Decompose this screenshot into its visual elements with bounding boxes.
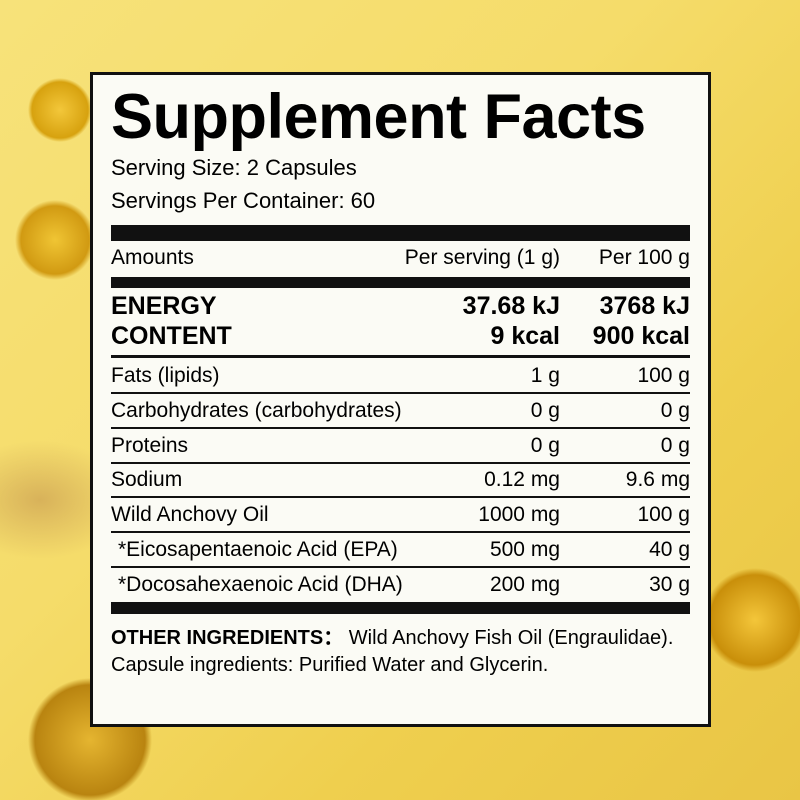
- nutrient-row: Sodium 0.12 mg 9.6 mg: [111, 463, 690, 497]
- per-serving-value: 0.12 mg: [484, 468, 560, 492]
- per-serving-header: Per serving (1 g): [404, 246, 560, 269]
- energy-kcal-100g: 900 kcal: [592, 322, 690, 350]
- energy-kcal-row: CONTENT 9 kcal 900 kcal: [111, 321, 690, 351]
- title: Supplement Facts: [111, 82, 646, 152]
- per-100g-value: 0 g: [660, 398, 690, 422]
- per-100g-value: 100 g: [637, 364, 690, 387]
- nutrient-row: Fats (lipids) 1 g 100 g: [111, 359, 690, 393]
- supplement-facts-panel: Supplement Facts Serving Size: 2 Capsule…: [90, 72, 711, 727]
- divider: [111, 461, 690, 464]
- nutrient-name: Proteins: [111, 433, 189, 457]
- per-100g-value: 9.6 mg: [625, 468, 690, 492]
- column-header-row: Amounts Per serving (1 g) Per 100 g: [111, 241, 690, 275]
- nutrient-name: Carbohydrates (carbohydrates): [111, 398, 402, 422]
- per-100g-value: 30 g: [649, 572, 690, 596]
- nutrient-name: Wild Anchovy Oil: [111, 503, 269, 527]
- nutrient-row: Wild Anchovy Oil 1000 mg 100 g: [111, 498, 690, 532]
- energy-kj-100g: 3768 kJ: [599, 292, 690, 320]
- divider: [111, 426, 690, 429]
- per-serving-value: 200 mg: [489, 572, 560, 596]
- nutrient-name: Fats (lipids): [111, 364, 220, 387]
- amounts-header: Amounts: [111, 246, 194, 269]
- per-100g-value: 0 g: [660, 433, 690, 457]
- servings-per-container: Servings Per Container: 60: [111, 188, 376, 213]
- per-100g-value: 100 g: [637, 503, 690, 527]
- nutrient-row: Carbohydrates (carbohydrates) 0 g 0 g: [111, 394, 690, 428]
- divider-thick: [111, 225, 690, 241]
- divider-thick: [111, 277, 690, 288]
- serving-size: Serving Size: 2 Capsules: [111, 155, 357, 180]
- energy-kcal-serving: 9 kcal: [490, 322, 560, 350]
- per-serving-value: 500 mg: [489, 538, 560, 561]
- divider: [111, 531, 690, 534]
- capsule-ingredients: Capsule ingredients: Purified Water and …: [111, 654, 549, 676]
- nutrient-row: *Eicosapentaenoic Acid (EPA) 500 mg 40 g: [111, 533, 690, 567]
- per-serving-value: 1000 mg: [478, 503, 560, 527]
- energy-kj-row: ENERGY 37.68 kJ 3768 kJ: [111, 291, 690, 321]
- per-serving-value: 0 g: [530, 433, 560, 457]
- other-ingredients-text: Wild Anchovy Fish Oil (Engraulidae).: [343, 627, 674, 649]
- nutrient-row: Proteins 0 g 0 g: [111, 429, 690, 463]
- divider: [111, 355, 690, 358]
- divider: [111, 496, 690, 499]
- nutrient-name: *Docosahexaenoic Acid (DHA): [118, 572, 403, 596]
- nutrient-name: *Eicosapentaenoic Acid (EPA): [118, 538, 398, 561]
- divider: [111, 392, 690, 394]
- per-100g-header: Per 100 g: [598, 246, 690, 269]
- per-serving-value: 0 g: [530, 398, 560, 422]
- energy-label: ENERGY: [111, 292, 217, 320]
- divider-thick: [111, 602, 690, 614]
- other-ingredients-label: OTHER INGREDIENTS：: [111, 627, 344, 649]
- energy-kj-serving: 37.68 kJ: [462, 292, 560, 320]
- content-label: CONTENT: [111, 322, 232, 350]
- divider: [111, 566, 690, 568]
- per-100g-value: 40 g: [649, 538, 690, 561]
- other-ingredients: OTHER INGREDIENTS： Wild Anchovy Fish Oil…: [111, 625, 691, 679]
- nutrient-row: *Docosahexaenoic Acid (DHA) 200 mg 30 g: [111, 568, 690, 602]
- per-serving-value: 1 g: [530, 364, 560, 387]
- nutrient-name: Sodium: [111, 468, 183, 492]
